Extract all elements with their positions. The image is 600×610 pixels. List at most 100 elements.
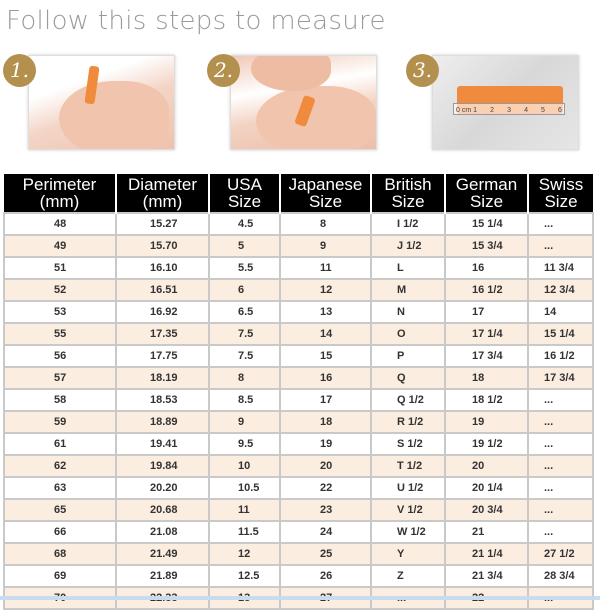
- table-cell: 14: [527, 300, 594, 324]
- table-cell: 61: [3, 432, 117, 456]
- column-header: USA Size: [208, 174, 280, 213]
- table-cell: 25: [279, 542, 372, 566]
- table-cell: ...: [527, 498, 594, 522]
- table-cell: ...: [527, 454, 594, 478]
- step-1-photo: [28, 55, 175, 150]
- table-row: 66 21.08 11.5 24 W 1/2 21...: [3, 520, 594, 544]
- column-header-line: (mm): [39, 192, 80, 211]
- table-cell: ...: [527, 234, 594, 258]
- table-cell: 19 1/2: [444, 432, 529, 456]
- table-cell: 18: [279, 410, 372, 434]
- table-cell: V 1/2: [370, 498, 446, 522]
- table-cell: 8: [279, 212, 372, 236]
- table-cell: 21.49: [115, 542, 210, 566]
- ruler-label: 3: [507, 107, 511, 114]
- table-cell: 58: [3, 388, 117, 412]
- table-row: 53 16.92 6.5 13 N 17 14: [3, 300, 594, 324]
- table-cell: 18 1/2: [444, 388, 529, 412]
- table-cell: Q: [370, 366, 446, 390]
- table-cell: 15.27: [115, 212, 210, 236]
- table-cell: 69: [3, 564, 117, 588]
- table-cell: 62: [3, 454, 117, 478]
- table-cell: 14: [279, 322, 372, 346]
- table-cell: 49: [3, 234, 117, 258]
- table-cell: 17 3/4: [444, 344, 529, 368]
- table-cell: 26: [279, 564, 372, 588]
- table-row: 57 18.19 8 16 Q 18 17 3/4: [3, 366, 594, 390]
- table-cell: 15 1/4: [444, 212, 529, 236]
- table-cell: N: [370, 300, 446, 324]
- column-header-line: Size: [308, 192, 343, 211]
- table-row: 69 21.89 12.5 26 Z 21 3/4 28 3/4: [3, 564, 594, 588]
- table-cell: 11.5: [208, 520, 281, 544]
- table-cell: 7.5: [208, 322, 281, 346]
- table-cell: 18.19: [115, 366, 210, 390]
- table-cell: 21 1/4: [444, 542, 529, 566]
- table-cell: 6.5: [208, 300, 281, 324]
- column-header-line: USA: [227, 175, 262, 194]
- column-header-line: Perimeter: [22, 175, 97, 194]
- table-cell: 12: [279, 278, 372, 302]
- table-cell: 16 1/2: [527, 344, 594, 368]
- hand-shape: [251, 56, 331, 91]
- ruler: 0 cm 1 2 3 4 5 6: [453, 103, 565, 115]
- table-row: 62 19.84 10 20 T 1/2 20...: [3, 454, 594, 478]
- table-cell: Y: [370, 542, 446, 566]
- table-cell: 18: [444, 366, 529, 390]
- table-cell: 4.5: [208, 212, 281, 236]
- step-1-badge: 1.: [3, 54, 36, 87]
- table-cell: 10.5: [208, 476, 281, 500]
- table-cell: 20.20: [115, 476, 210, 500]
- table-cell: 15 1/4: [527, 322, 594, 346]
- table-row: 55 17.35 7.5 14 O 17 1/4 15 1/4: [3, 322, 594, 346]
- table-cell: 9.5: [208, 432, 281, 456]
- table-cell: 24: [279, 520, 372, 544]
- ruler-label: 5: [541, 107, 545, 114]
- table-cell: 17 1/4: [444, 322, 529, 346]
- table-cell: ...: [527, 432, 594, 456]
- column-header-line: Size: [469, 192, 504, 211]
- table-row: 52 16.51 6 12 M 16 1/2 12 3/4: [3, 278, 594, 302]
- table-row: 51 16.10 5.5 11 L 16 11 3/4: [3, 256, 594, 280]
- ruler-label: 0 cm 1: [456, 107, 478, 114]
- table-cell: T 1/2: [370, 454, 446, 478]
- table-cell: 57: [3, 366, 117, 390]
- column-header: British Size: [370, 174, 445, 213]
- ring-size-table: Perimeter (mm) Diameter (mm) USA Size Japanese…: [3, 174, 594, 610]
- table-cell: 17 3/4: [527, 366, 594, 390]
- step-3-photo: 0 cm 1 2 3 4 5 6: [432, 55, 579, 150]
- table-cell: 59: [3, 410, 117, 434]
- table-cell: 17.35: [115, 322, 210, 346]
- table-cell: 52: [3, 278, 117, 302]
- table-cell: ...: [527, 520, 594, 544]
- column-header-line: Size: [391, 192, 425, 211]
- table-cell: 20: [279, 454, 372, 478]
- table-cell: 16: [279, 366, 372, 390]
- ruler-label: 4: [524, 107, 528, 114]
- table-row: 56 17.75 7.5 15 P 17 3/4 16 1/2: [3, 344, 594, 368]
- table-cell: 16: [444, 256, 529, 280]
- table-cell: 21 3/4: [444, 564, 529, 588]
- table-cell: 5.5: [208, 256, 281, 280]
- table-cell: Z: [370, 564, 446, 588]
- table-cell: 17.75: [115, 344, 210, 368]
- table-cell: Q 1/2: [370, 388, 446, 412]
- column-header-line: (mm): [142, 192, 183, 211]
- table-cell: 5: [208, 234, 281, 258]
- table-cell: 21.08: [115, 520, 210, 544]
- table-cell: L: [370, 256, 446, 280]
- table-cell: 15.70: [115, 234, 210, 258]
- table-cell: 66: [3, 520, 117, 544]
- bottom-divider: [0, 596, 600, 600]
- table-cell: R 1/2: [370, 410, 446, 434]
- table-row: 65 20.68 11 23 V 1/2 20 3/4...: [3, 498, 594, 522]
- table-cell: J 1/2: [370, 234, 446, 258]
- table-cell: 9: [208, 410, 281, 434]
- table-cell: 6: [208, 278, 281, 302]
- table-cell: 10: [208, 454, 281, 478]
- table-cell: 63: [3, 476, 117, 500]
- table-cell: 11: [208, 498, 281, 522]
- page-title: Follow this steps to measure: [6, 6, 386, 36]
- table-cell: 19.41: [115, 432, 210, 456]
- table-cell: ...: [527, 476, 594, 500]
